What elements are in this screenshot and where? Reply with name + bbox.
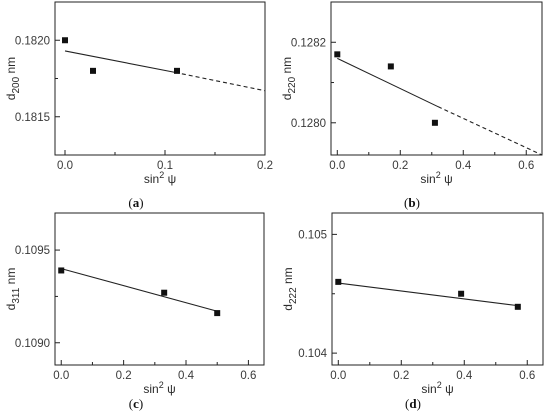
data-point — [62, 37, 68, 44]
y-axis-label: d220 nm — [280, 57, 298, 100]
x-tick-label: 0.4 — [456, 370, 473, 382]
y-tick-label: 0.1820 — [15, 35, 50, 47]
y-tick-label: 0.1282 — [291, 37, 326, 49]
panel-label: (b) — [404, 195, 420, 210]
y-tick-label: 0.104 — [298, 348, 327, 360]
y-axis-label: d200 nm — [4, 57, 22, 100]
fit-line-extrapolated — [174, 71, 266, 92]
x-tick-label: 0.2 — [392, 160, 408, 172]
fit-line — [337, 57, 439, 108]
x-tick-label: 0.4 — [455, 160, 472, 172]
fit-line — [61, 268, 218, 312]
data-point — [214, 310, 221, 317]
fit-line — [338, 282, 518, 307]
y-tick-label: 0.1815 — [15, 112, 50, 124]
fit-line — [64, 50, 176, 73]
x-tick-label: 0.0 — [57, 160, 73, 172]
x-tick-label: 0.2 — [116, 370, 132, 382]
x-tick-label: 0.6 — [518, 160, 534, 172]
panel-c: 0.0 0.2 0.4 0.6 0.1090 0.1095 sin2 ψ d311 nm (c) — [4, 212, 265, 411]
x-tick-label: 0.2 — [393, 370, 409, 382]
x-axis-label: sin2 ψ — [144, 170, 176, 186]
y-axis-label: d311 nm — [4, 268, 22, 311]
data-point — [335, 278, 342, 285]
data-point — [458, 290, 465, 297]
x-tick-label: 0.6 — [240, 370, 256, 382]
panel-d: 0.0 0.2 0.4 0.6 0.104 0.105 sin2 ψ d222 nm (d) — [281, 212, 544, 411]
panel-a: 0.0 0.1 0.2 0.1815 0.1820 sin2 ψ d200 nm (a) — [4, 1, 273, 210]
data-point — [387, 63, 394, 70]
panel-label: (c) — [129, 396, 143, 411]
x-tick-label: 0.1 — [157, 160, 173, 172]
plot-frame — [330, 1, 543, 156]
data-point — [174, 67, 180, 74]
y-tick-label: 0.1090 — [15, 338, 50, 350]
fit-line-extrapolated — [437, 106, 543, 156]
x-tick-label: 0.0 — [330, 370, 346, 382]
x-axis-label: sin2 ψ — [420, 170, 452, 186]
x-axis-label: sin2 ψ — [143, 380, 175, 396]
plot-frame — [331, 212, 544, 366]
x-tick-label: 0.0 — [329, 160, 345, 172]
data-point — [514, 303, 521, 310]
data-point — [431, 119, 438, 126]
panel-b: 0.0 0.2 0.4 0.6 0.1280 0.1282 sin2 ψ d220 nm (b) — [280, 1, 543, 210]
y-tick-label: 0.1095 — [15, 245, 50, 257]
x-tick-label: 0.2 — [257, 160, 273, 172]
y-axis-label: d222 nm — [281, 267, 299, 310]
panel-label: (d) — [405, 396, 421, 411]
panel-label: (a) — [128, 195, 143, 210]
data-point — [90, 67, 96, 74]
data-point — [161, 289, 168, 296]
y-tick-label: 0.105 — [298, 229, 327, 241]
x-axis-label: sin2 ψ — [421, 380, 453, 396]
x-tick-label: 0.0 — [53, 370, 69, 382]
data-point — [334, 51, 341, 58]
data-point — [58, 267, 65, 274]
x-tick-label: 0.4 — [178, 370, 195, 382]
y-tick-label: 0.1280 — [291, 118, 326, 130]
plot-frame — [54, 212, 265, 366]
plot-frame — [54, 1, 266, 156]
x-tick-label: 0.6 — [519, 370, 535, 382]
